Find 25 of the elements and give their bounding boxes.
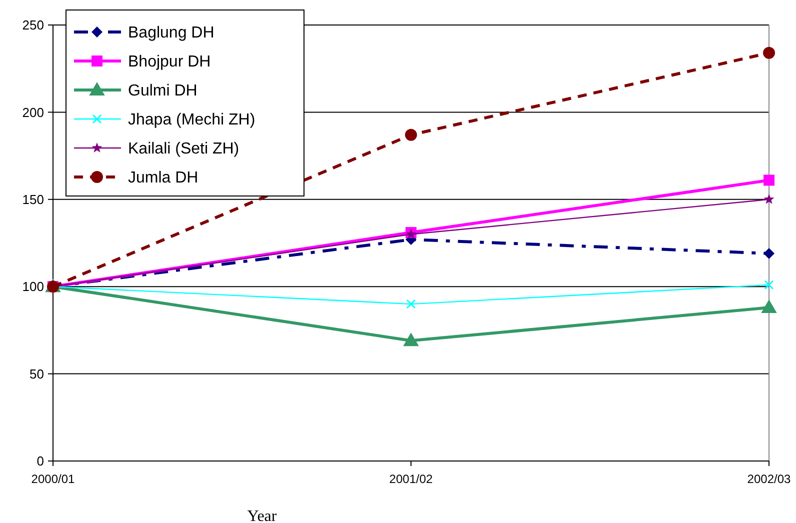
point — [762, 300, 776, 314]
x-tick-label: 2002/03 — [747, 472, 792, 486]
point — [764, 280, 774, 290]
point — [764, 174, 774, 186]
point — [405, 128, 417, 141]
legend-label: Gulmi DH — [128, 82, 198, 100]
x-axis-title: Year — [247, 508, 278, 523]
legend-label: Kailali (Seti ZH) — [128, 140, 240, 158]
y-tick-label: 0 — [36, 454, 44, 469]
point — [764, 194, 774, 204]
point — [406, 300, 416, 309]
y-tick-label: 50 — [30, 366, 44, 382]
point — [404, 333, 418, 346]
y-tick-label: 100 — [22, 279, 44, 294]
y-tick-label: 150 — [22, 192, 44, 207]
x-tick-label: 2000/01 — [31, 472, 76, 486]
y-tick-label: 200 — [22, 104, 44, 120]
legend-label: Baglung DH — [128, 24, 214, 42]
y-tick-label: 250 — [22, 18, 44, 33]
point — [764, 248, 774, 259]
legend-label: Bhojpur DH — [128, 54, 211, 71]
legend-label: Jhapa (Mechi ZH) — [128, 112, 256, 129]
legend-label: Jumla DH — [128, 170, 198, 187]
point — [763, 46, 775, 59]
x-tick-label: 2001/02 — [389, 472, 434, 486]
